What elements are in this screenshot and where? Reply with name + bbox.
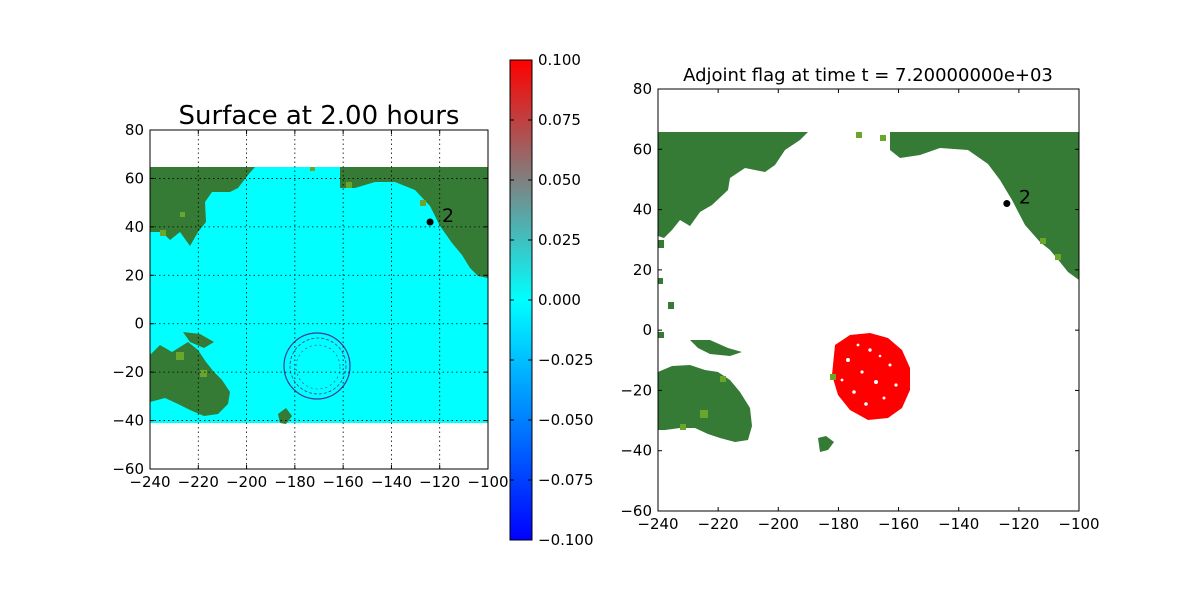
surface-plot-title: Surface at 2.00 hours: [179, 101, 460, 131]
gauge-label-left: 2: [442, 205, 454, 227]
surface-ytick-label: −60: [112, 460, 144, 478]
surface-xtick-label: −160: [323, 473, 364, 491]
colorbar-tick-label: −0.100: [538, 531, 594, 549]
adjoint-plot-title: Adjoint flag at time t = 7.20000000e+03: [683, 65, 1053, 86]
colorbar-tick-label: −0.075: [538, 471, 594, 489]
surface-ytick-label: 60: [125, 169, 144, 187]
gauge-marker-left: [426, 218, 434, 226]
surface-ytick-label: 40: [125, 218, 144, 236]
adjoint-ytick-label: 0: [642, 321, 652, 339]
adjoint-ytick-label: −40: [620, 442, 652, 460]
surface-axis-ticks: −240 −220 −200 −180 −160 −140 −120 −100−60−40−2…: [112, 121, 508, 491]
new-zealand-left: [278, 408, 292, 424]
wave-front-ring: [283, 332, 351, 400]
adjoint-xtick-label: −100: [1058, 515, 1099, 533]
asia-land-right: [658, 132, 862, 238]
north-america-land-left: [340, 167, 488, 278]
adjoint-map-area: [658, 132, 1079, 452]
colorbar-tick-label: 0.050: [538, 171, 581, 189]
surface-xtick-label: −120: [419, 473, 460, 491]
colorbar-tick-label: 0.025: [538, 231, 581, 249]
colorbar: 0.100 0.075 0.050 0.025 0.000 −0.025 −0.050 −0.…: [509, 51, 594, 549]
surface-ytick-label: 80: [125, 121, 144, 139]
surface-xtick-label: −140: [371, 473, 412, 491]
australia-land-right: [658, 340, 752, 442]
asia-land-left: [150, 167, 255, 246]
surface-xtick-label: −220: [178, 473, 219, 491]
colorbar-tick-label: 0.100: [538, 51, 581, 69]
small-islands-right: [658, 240, 674, 338]
adjoint-plot: Adjoint flag at time t = 7.20000000e+03: [620, 65, 1099, 533]
surface-xtick-label: −180: [274, 473, 315, 491]
australia-land-left: [150, 332, 230, 416]
new-zealand-right: [818, 436, 834, 452]
surface-xtick-label: −240: [129, 473, 170, 491]
colorbar-tick-label: −0.050: [538, 411, 594, 429]
colorbar-tick-label: 0.075: [538, 111, 581, 129]
adjoint-xtick-label: −240: [637, 515, 678, 533]
adjoint-axis-ticks: −240 −220 −200 −180 −160 −140 −120 −100−60−40−2…: [620, 80, 1099, 533]
adjoint-xtick-label: −200: [758, 515, 799, 533]
adjoint-xtick-label: −160: [878, 515, 919, 533]
gauge-marker-right: [1003, 200, 1011, 208]
land-highlights-right: [680, 135, 1061, 430]
adjoint-flag-region: [830, 333, 910, 420]
adjoint-ytick-label: 40: [633, 201, 652, 219]
colorbar-tick-label: 0.000: [538, 291, 581, 309]
adjoint-xtick-label: −180: [818, 515, 859, 533]
colorbar-tick-label: −0.025: [538, 351, 594, 369]
surface-map-area: [150, 130, 488, 469]
gauge-label-right: 2: [1019, 187, 1031, 209]
north-america-land-right: [890, 132, 1079, 280]
surface-ytick-label: −40: [112, 412, 144, 430]
surface-plot: Surface at 2.00 hours: [112, 101, 508, 491]
adjoint-ytick-label: −20: [620, 381, 652, 399]
adjoint-ytick-label: −60: [620, 502, 652, 520]
surface-xtick-label: −100: [467, 473, 508, 491]
surface-ytick-label: 20: [125, 266, 144, 284]
surface-ytick-label: −20: [112, 363, 144, 381]
adjoint-ytick-label: 80: [633, 80, 652, 98]
colorbar-ticks: 0.100 0.075 0.050 0.025 0.000 −0.025 −0.050 −0.…: [510, 51, 594, 549]
surface-plot-frame: [149, 129, 489, 470]
adjoint-ytick-label: 60: [633, 140, 652, 158]
adjoint-xtick-label: −220: [698, 515, 739, 533]
adjoint-ytick-label: 20: [633, 261, 652, 279]
surface-xtick-label: −200: [226, 473, 267, 491]
adjoint-xtick-label: −120: [998, 515, 1039, 533]
adjoint-plot-frame: [657, 88, 1080, 512]
land-highlights-left: [160, 167, 426, 377]
adjoint-xtick-label: −140: [938, 515, 979, 533]
surface-ytick-label: 0: [134, 315, 144, 333]
